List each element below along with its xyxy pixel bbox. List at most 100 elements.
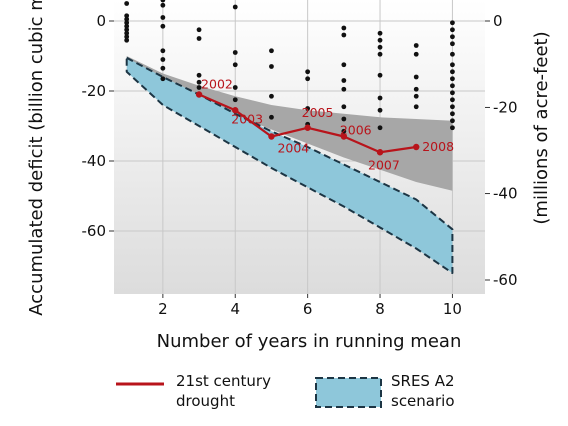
scatter-point-7-1 (341, 32, 347, 38)
year-label-2007: 2007 (368, 157, 400, 172)
scatter-point-10-2 (450, 34, 455, 40)
scatter-point-8-6 (377, 107, 383, 113)
scatter-point-8-7 (377, 125, 383, 131)
scatter-point-9-3 (413, 86, 419, 92)
scatter-point-7-6 (341, 116, 347, 122)
scatter-point-4-0 (232, 4, 238, 10)
scatter-point-2-6 (160, 65, 166, 71)
y-axis-title: Accumulated deficit (billion cubic meter… (26, 0, 47, 316)
scatter-point-1-5 (124, 27, 130, 33)
scatter-point-7-4 (341, 86, 347, 92)
legend: 21st century drought SRES A2 scenario (116, 372, 455, 410)
scatter-points (124, 0, 455, 134)
scatter-point-2-5 (160, 57, 166, 62)
scatter-point-9-5 (413, 104, 419, 110)
drought-point-2005 (304, 124, 311, 131)
scatter-point-3-4 (196, 85, 202, 90)
scatter-point-10-1 (450, 27, 455, 33)
scatter-point-10-14 (450, 125, 455, 131)
scatter-point-8-5 (377, 95, 383, 101)
scatter-point-3-2 (196, 72, 202, 78)
scatter-point-9-4 (413, 93, 419, 99)
scatter-point-10-3 (450, 41, 455, 47)
y2-tick-label--40: -40 (493, 185, 518, 203)
y-tick-label--40: -40 (82, 152, 107, 170)
scatter-point-4-3 (232, 85, 238, 90)
scatter-point-1-6 (124, 30, 130, 36)
drought-point-2006 (340, 133, 348, 140)
year-label-2006: 2006 (340, 123, 372, 138)
scatter-point-10-12 (450, 111, 455, 117)
scatter-point-7-0 (341, 25, 347, 31)
scatter-point-10-7 (450, 76, 455, 82)
scatter-point-10-9 (450, 90, 455, 96)
scatter-point-6-1 (305, 76, 311, 82)
drought-series: 2002 2003 2004 2005 2006 2007 2008 (195, 77, 454, 172)
x-tick-label-8: 8 (375, 300, 385, 318)
x-tick-label-2: 2 (158, 300, 168, 318)
scatter-point-7-2 (341, 62, 347, 68)
y2-tick-label--60: -60 (493, 271, 518, 289)
scatter-point-10-4 (450, 51, 455, 57)
scatter-point-10-6 (450, 69, 455, 75)
scatter-point-10-11 (450, 104, 455, 110)
scatter-point-10-13 (450, 118, 455, 124)
year-label-2003: 2003 (231, 111, 263, 126)
scatter-point-5-1 (269, 64, 274, 69)
scatter-point-7-7 (341, 128, 347, 134)
x-tick-label-10: 10 (443, 300, 462, 318)
drought-point-2004 (268, 133, 275, 140)
scatter-point-1-1 (124, 13, 130, 19)
scatter-point-4-1 (232, 50, 238, 55)
scatter-point-10-5 (450, 62, 455, 68)
drought-point-2003 (232, 107, 239, 114)
drought-point-2007 (376, 149, 384, 156)
scatter-point-8-1 (377, 37, 383, 43)
scatter-point-6-2 (305, 106, 311, 111)
scatter-point-9-0 (413, 43, 419, 48)
scatter-point-1-2 (124, 16, 130, 22)
legend-drought-label-line1: 21st century (176, 372, 271, 390)
scatter-point-1-4 (124, 23, 130, 29)
x-tick-label-6: 6 (303, 300, 313, 318)
scatter-point-2-1 (160, 2, 166, 8)
scatter-point-1-3 (124, 20, 130, 26)
scatter-point-3-0 (196, 27, 202, 33)
scatter-point-5-0 (269, 48, 274, 54)
scatter-point-8-2 (377, 44, 383, 50)
y2-axis-title: (millions of acre-feet) (531, 31, 552, 224)
scatter-point-10-8 (450, 83, 455, 89)
gray-uncertainty-band (126, 56, 453, 191)
year-label-2002: 2002 (201, 77, 233, 92)
scatter-point-8-3 (377, 51, 383, 57)
scatter-point-2-4 (160, 48, 166, 54)
drought-point-2008 (413, 143, 420, 151)
scatter-point-10-10 (450, 97, 455, 103)
legend-sres-label-line1: SRES A2 (391, 372, 455, 390)
scatter-point-5-3 (269, 114, 274, 120)
scatter-point-8-0 (377, 30, 383, 36)
scatter-point-3-3 (196, 79, 202, 85)
scatter-point-1-7 (124, 34, 130, 40)
scatter-point-9-1 (413, 51, 419, 57)
scatter-point-2-7 (160, 76, 166, 82)
year-label-2004: 2004 (277, 141, 309, 156)
scatter-point-8-4 (377, 72, 383, 78)
scatter-point-9-2 (413, 74, 419, 80)
scatter-point-5-2 (269, 93, 274, 99)
year-label-2008: 2008 (422, 139, 454, 154)
scatter-point-3-1 (196, 36, 202, 41)
scatter-point-1-8 (124, 37, 130, 43)
y-tick-label-0: 0 (96, 12, 106, 30)
x-axis-title: Number of years in running mean (157, 331, 462, 352)
legend-sres-swatch (315, 377, 382, 408)
scatter-point-10-0 (450, 20, 455, 26)
scatter-point-7-3 (341, 78, 347, 83)
scatter-point-2-2 (160, 15, 166, 20)
legend-sres-label-line2: scenario (391, 392, 455, 410)
legend-drought-label-line2: drought (176, 392, 235, 410)
scatter-point-2-3 (160, 23, 166, 29)
scatter-point-1-0 (124, 1, 130, 6)
scatter-point-2-0 (160, 0, 166, 3)
